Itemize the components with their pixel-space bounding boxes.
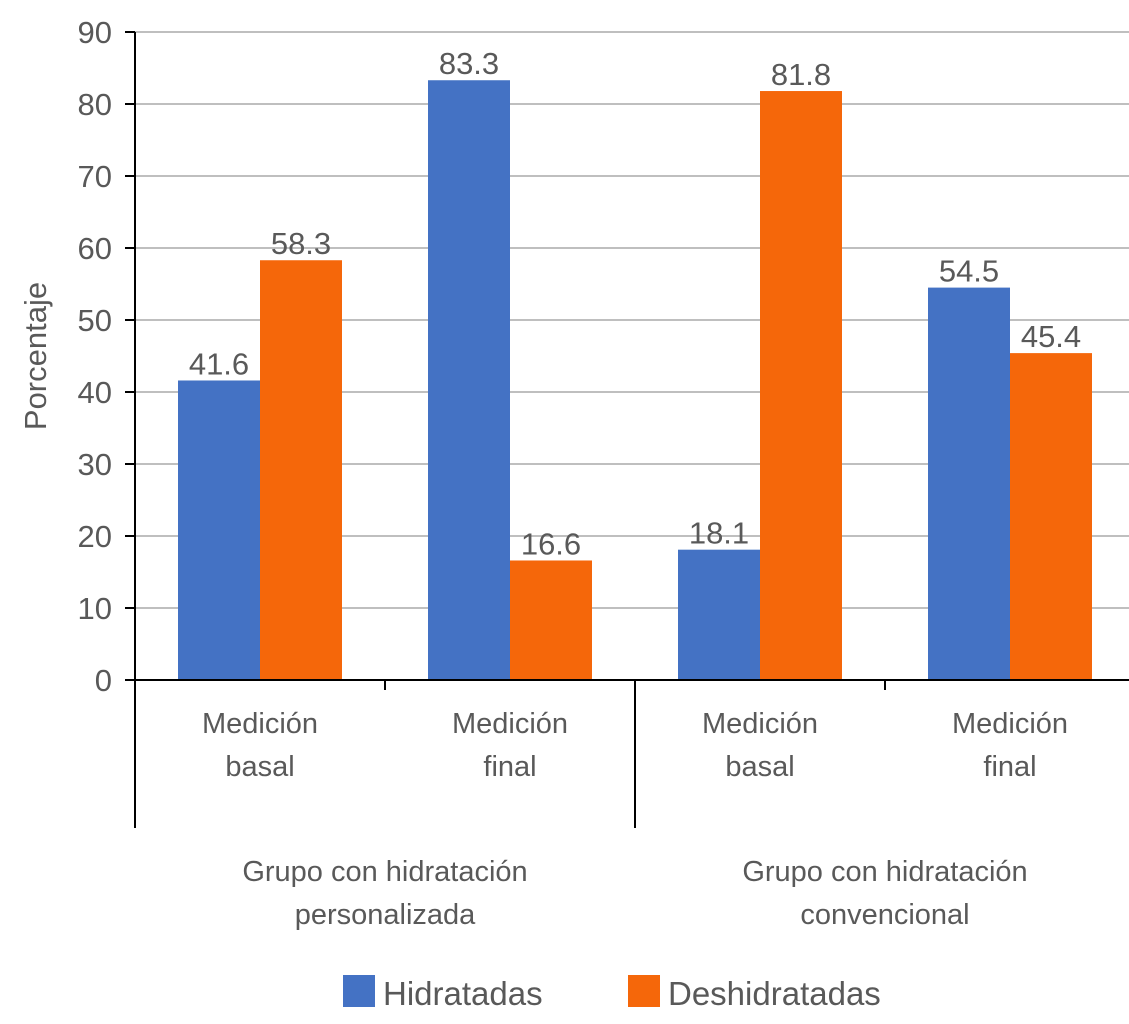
bar-hidratadas [928, 287, 1010, 680]
category-label: basal [225, 751, 294, 783]
y-tick-label: 90 [78, 15, 112, 50]
category-label: Medición [202, 708, 318, 740]
y-tick-label: 50 [78, 303, 112, 338]
legend-swatch [628, 975, 660, 1007]
bar-deshidratadas [1010, 353, 1092, 680]
category-label: Medición [952, 708, 1068, 740]
data-label: 45.4 [1021, 319, 1081, 354]
bar-deshidratadas [510, 560, 592, 680]
group-label: Grupo con hidratación [742, 856, 1027, 888]
y-tick-label: 80 [78, 87, 112, 122]
category-label: Medición [452, 708, 568, 740]
category-label: final [483, 751, 536, 783]
group-label: Grupo con hidratación [242, 856, 527, 888]
data-label: 81.8 [771, 57, 831, 92]
legend-label: Hidratadas [383, 975, 543, 1012]
category-label: final [983, 751, 1036, 783]
data-label: 41.6 [189, 346, 249, 381]
legend-swatch [343, 975, 375, 1007]
y-tick-label: 40 [78, 375, 112, 410]
data-label: 58.3 [271, 226, 331, 261]
bar-hidratadas [178, 380, 260, 680]
legend: Hidratadas Deshidratadas [343, 975, 881, 1012]
y-tick-label: 30 [78, 447, 112, 482]
category-label: basal [725, 751, 794, 783]
y-tick-label: 20 [78, 519, 112, 554]
group-label: personalizada [295, 899, 476, 931]
data-label: 83.3 [439, 46, 499, 81]
legend-label: Deshidratadas [668, 975, 881, 1012]
bar-hidratadas [428, 80, 510, 681]
bar-hidratadas [678, 549, 760, 680]
y-tick-label: 70 [78, 159, 112, 194]
data-label: 16.6 [521, 526, 581, 561]
y-tick-label: 10 [78, 591, 112, 626]
data-label: 54.5 [939, 254, 999, 289]
data-label: 18.1 [689, 516, 749, 551]
bar-deshidratadas [760, 91, 842, 681]
y-tick-label: 0 [95, 663, 112, 698]
y-tick-label: 60 [78, 231, 112, 266]
category-label: Medición [702, 708, 818, 740]
bar-deshidratadas [260, 260, 342, 680]
y-axis-label: Porcentaje [18, 282, 53, 430]
bars [178, 80, 1092, 681]
axes [125, 31, 1129, 828]
labels: 0 10 20 30 40 50 60 70 80 90 Medición basal 41.6 58.3… [78, 15, 1082, 931]
group-label: convencional [800, 899, 969, 931]
